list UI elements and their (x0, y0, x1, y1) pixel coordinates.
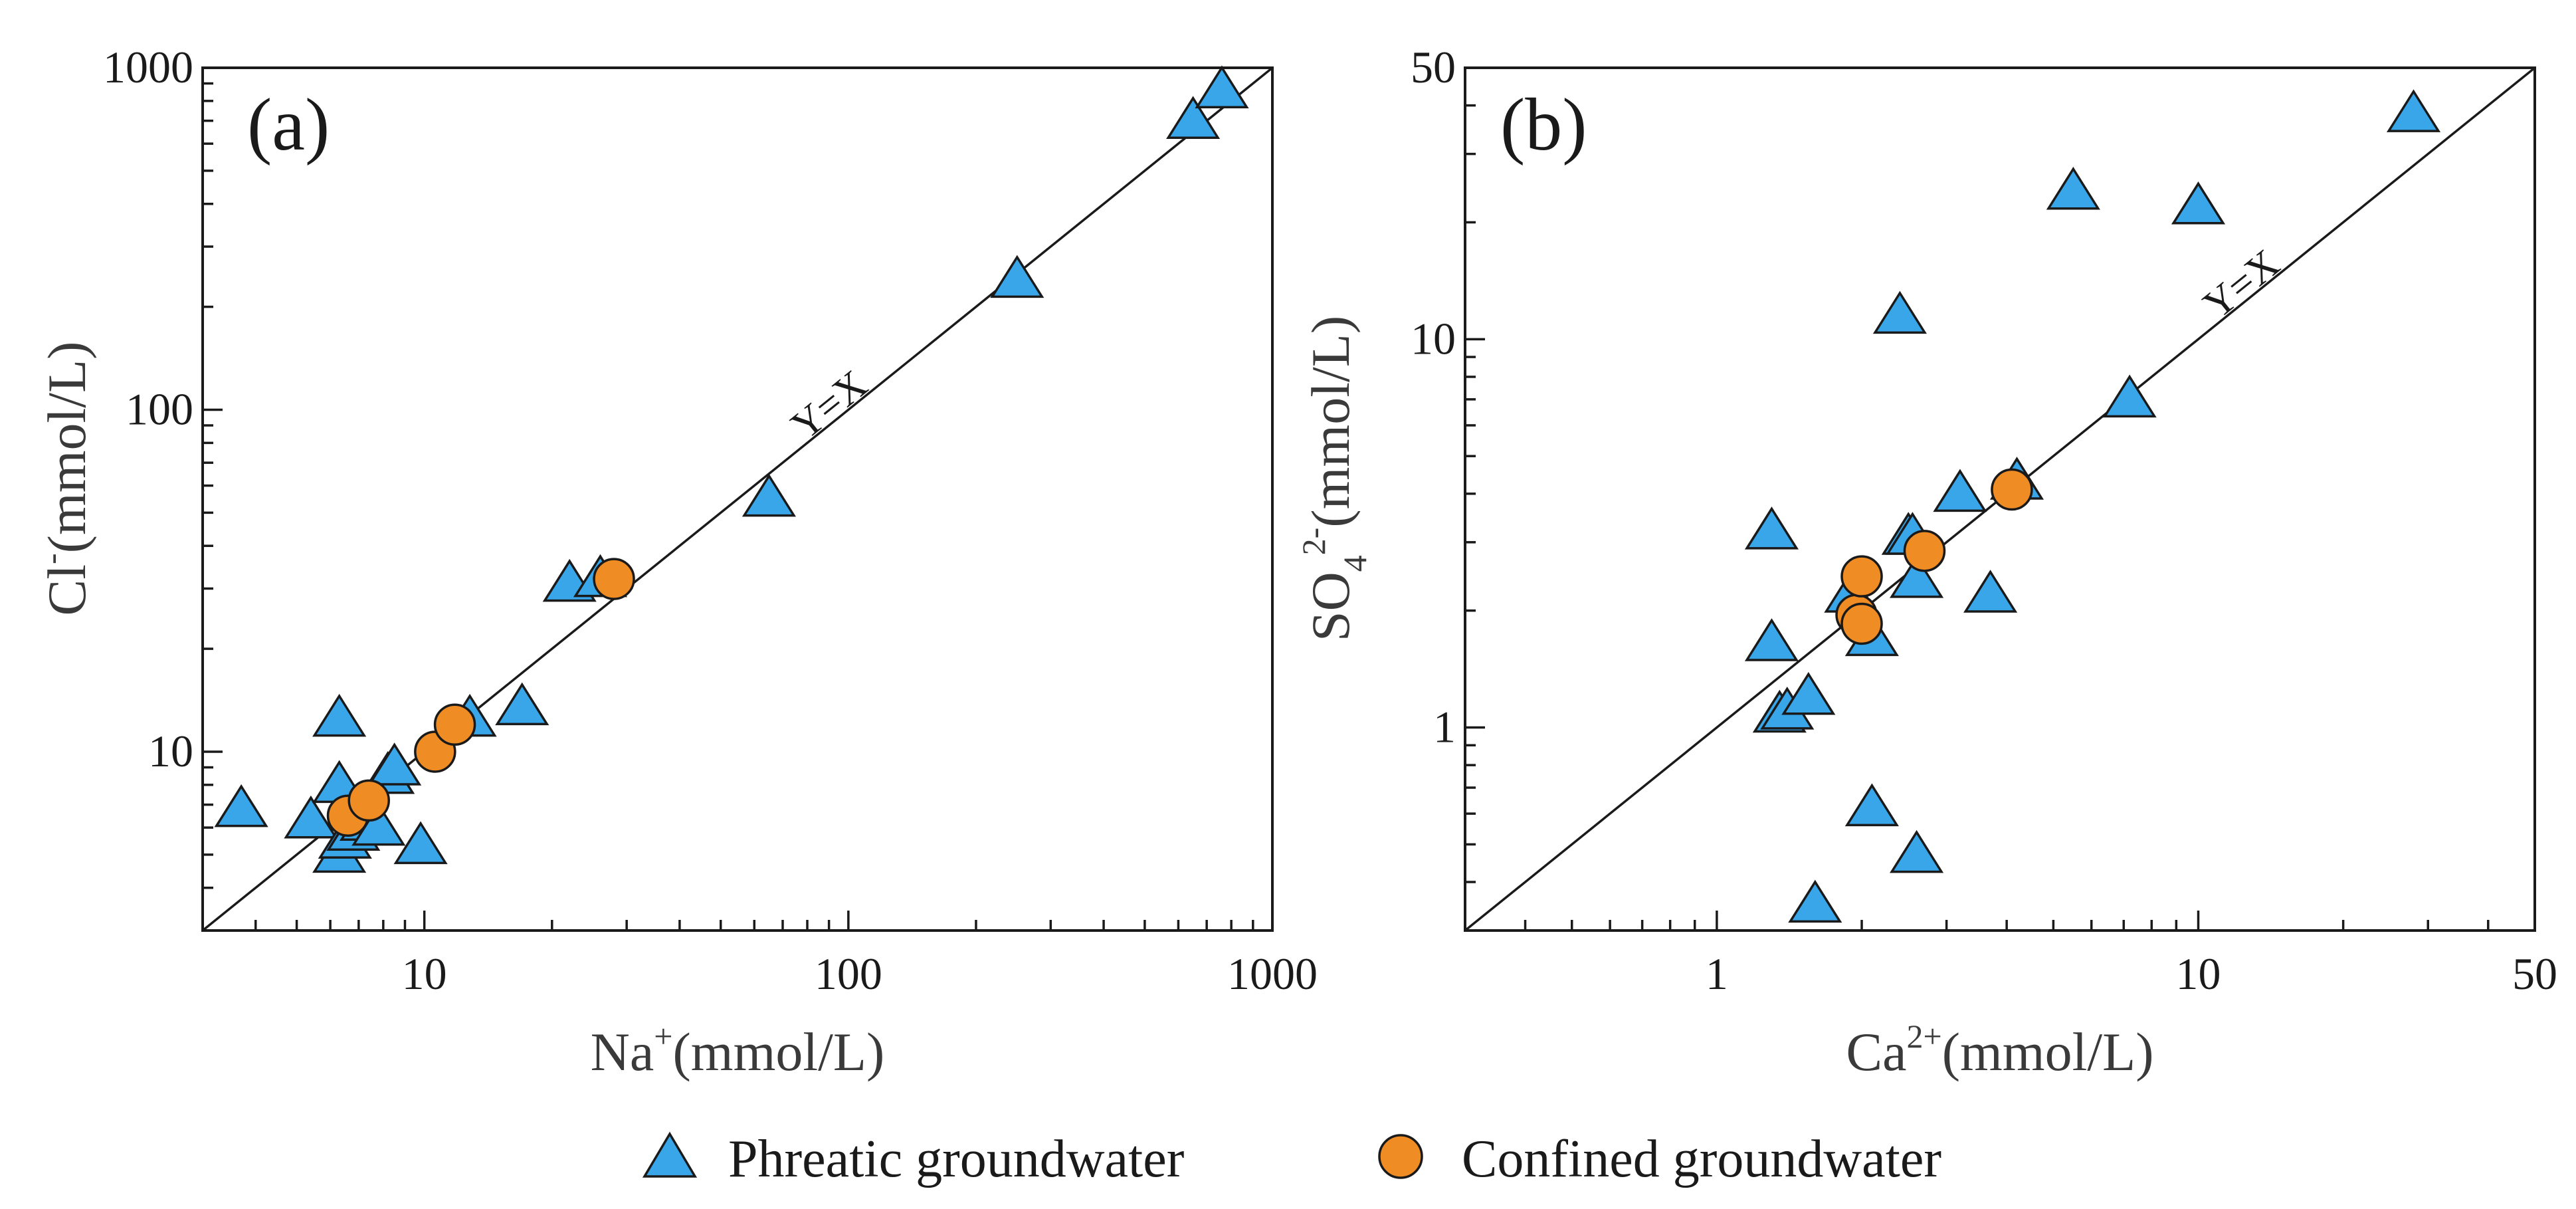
phreatic-point-a (742, 473, 797, 517)
phreatic-point-b (1788, 879, 1842, 923)
phreatic-point-b (2171, 181, 2226, 225)
panel-tag-b: (b) (1500, 84, 1587, 166)
y-axis-label-a-base: Cl (37, 564, 97, 615)
legend-confined-label: Confined groundwater (1462, 1130, 1941, 1188)
phreatic-point-a (312, 693, 367, 737)
panel-tag-a: (a) (247, 84, 330, 166)
points-b (1744, 89, 2441, 923)
phreatic-point-a (1166, 96, 1221, 139)
plot-frame-b (1464, 66, 2536, 932)
x-tick-label-a: 1000 (1227, 948, 1318, 999)
y-tick-label-b: 1 (1433, 702, 1456, 752)
x-axis-label-b: Ca2+(mmol/L) (1846, 1018, 2153, 1082)
reference-line-label-a: Y=X (783, 362, 876, 449)
ticks-b: 1 10 50 1 10 50 (1411, 42, 2557, 999)
phreatic-point-b (1890, 555, 1944, 598)
confined-point-a (433, 703, 476, 746)
legend-phreatic-label: Phreatic groundwater (728, 1130, 1184, 1188)
confined-point-b (1903, 530, 1946, 572)
legend-confined-marker (1378, 1134, 1423, 1179)
phreatic-point-a (990, 255, 1044, 298)
y-axis-label-b-sub: 4 (1336, 555, 1373, 572)
phreatic-point-b (1890, 829, 1944, 873)
legend-phreatic-marker (642, 1131, 698, 1178)
y-tick-label-a: 10 (148, 726, 193, 776)
x-tick-label-a: 100 (815, 948, 882, 999)
x-axis-label-a-base: Na (591, 1022, 654, 1082)
phreatic-point-b (1744, 618, 1799, 661)
phreatic-point-a (495, 682, 549, 726)
y-axis-label-b-sup: 2- (1295, 528, 1332, 556)
confined-point-a (347, 779, 390, 822)
plot-frame-a (201, 66, 1274, 932)
confined-point-b (1840, 602, 1883, 645)
x-tick-label-b: 1 (1706, 948, 1728, 999)
phreatic-point-b (1781, 671, 1836, 715)
phreatic-point-b (1744, 506, 1799, 550)
x-axis-label-b-base: Ca (1846, 1022, 1906, 1082)
y-axis-label-b: SO42-(mmol/L) (1295, 316, 1373, 641)
y-axis-label-b-base: SO (1300, 572, 1361, 641)
y-axis-label-a-unit: (mmol/L) (37, 342, 97, 554)
phreatic-point-a (1195, 65, 1249, 108)
y-tick-label-b: 50 (1411, 42, 1456, 92)
x-axis-label-a-unit: (mmol/L) (672, 1022, 884, 1082)
phreatic-point-a (393, 821, 448, 865)
x-tick-label-b: 10 (2176, 948, 2221, 999)
y-tick-label-b: 10 (1411, 313, 1456, 364)
confined-point-b (1840, 555, 1883, 598)
x-axis-label-b-unit: (mmol/L) (1942, 1022, 2154, 1082)
x-axis-label-a-sup: + (654, 1018, 672, 1055)
confined-point-a (593, 558, 635, 600)
phreatic-point-b (1933, 469, 1987, 512)
legend: Phreatic groundwater Confined groundwate… (642, 1130, 1941, 1188)
y-axis-label-a: Cl-(mmol/L) (33, 342, 97, 616)
ticks-a: 10 100 1000 10 100 1000 (103, 42, 1318, 999)
y-tick-label-a: 1000 (103, 42, 193, 92)
phreatic-point-b (1872, 290, 1927, 334)
x-axis-label-b-sup: 2+ (1907, 1018, 1942, 1055)
phreatic-point-a (367, 742, 422, 786)
phreatic-point-b (2102, 374, 2157, 418)
phreatic-point-b (2386, 89, 2441, 132)
phreatic-point-a (284, 795, 338, 839)
phreatic-point-a (214, 784, 268, 827)
y-axis-label-b-unit: (mmol/L) (1300, 316, 1361, 528)
phreatic-point-b (1844, 783, 1899, 827)
confined-point-b (1991, 468, 2033, 511)
reference-line-label-b: Y=X (2195, 241, 2288, 328)
phreatic-point-b (2046, 166, 2100, 210)
y-axis-label-a-sup: - (33, 553, 70, 564)
x-axis-label-a: Na+(mmol/L) (591, 1018, 885, 1082)
phreatic-point-b (1963, 570, 2018, 613)
x-tick-label-b: 50 (2512, 948, 2557, 999)
points-a (214, 65, 1249, 873)
y-tick-label-a: 100 (126, 384, 193, 434)
x-tick-label-a: 10 (402, 948, 447, 999)
